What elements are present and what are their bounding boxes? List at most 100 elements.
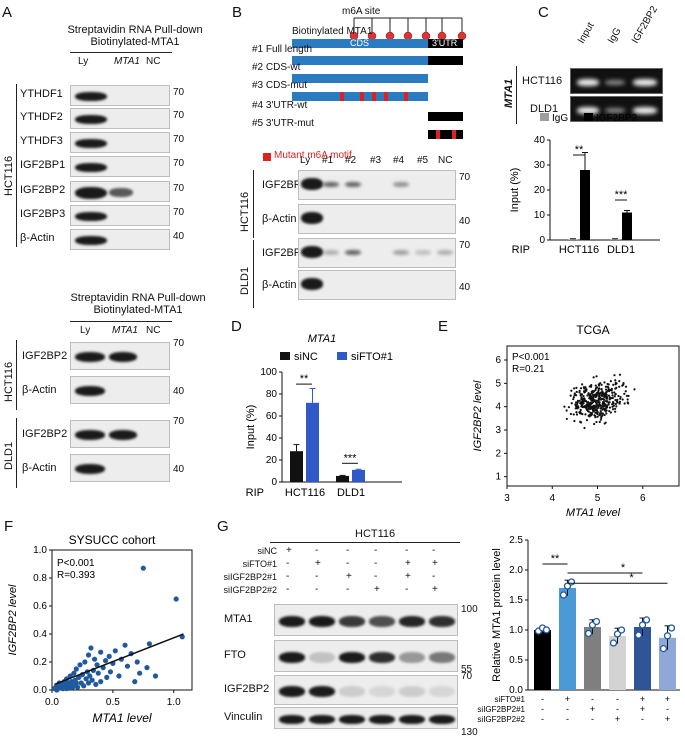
g-treat-sign: - bbox=[374, 558, 378, 569]
e-point bbox=[597, 390, 600, 394]
e-point bbox=[581, 405, 584, 408]
g-bar-treat-sign: - bbox=[666, 704, 669, 714]
b-band bbox=[301, 212, 323, 224]
c-y-tick-label: 40 bbox=[534, 135, 546, 146]
g-band bbox=[279, 615, 305, 627]
g-treat-sign: - bbox=[346, 584, 350, 595]
b-mut-site bbox=[436, 130, 440, 139]
a-bottom-band bbox=[75, 430, 105, 440]
f-point bbox=[146, 641, 152, 647]
b-construct-bar bbox=[428, 112, 463, 121]
g-bar-treat-sign: - bbox=[591, 694, 594, 704]
a-bottom-lane-mta1: MTA1 bbox=[112, 325, 138, 336]
c-y-tick-label: 10 bbox=[534, 210, 546, 221]
e-point bbox=[623, 402, 626, 405]
d-y-tick-label: 40 bbox=[266, 433, 278, 444]
d-y-tick-label: 60 bbox=[266, 411, 278, 422]
g-band bbox=[399, 714, 425, 724]
d-legend-swatch-sinc bbox=[280, 352, 290, 360]
e-point bbox=[583, 390, 587, 394]
b-mut-site bbox=[372, 92, 376, 101]
b-mut-site bbox=[340, 92, 344, 101]
g-bar-treat-sign: + bbox=[640, 694, 645, 704]
b-band bbox=[393, 181, 409, 187]
e-point bbox=[625, 394, 629, 397]
b-band bbox=[323, 181, 339, 187]
a-top-blot bbox=[70, 108, 170, 129]
e-point bbox=[597, 404, 600, 408]
e-point bbox=[591, 409, 595, 412]
f-y-label: IGF2BP2 level bbox=[7, 584, 19, 655]
e-point bbox=[604, 407, 607, 410]
c-x-tick-label: DLD1 bbox=[607, 244, 635, 256]
c-gel-lane-label: IGF2BP2 bbox=[630, 4, 661, 46]
e-point bbox=[598, 420, 601, 424]
e-point bbox=[612, 383, 615, 386]
e-x-label: MTA1 level bbox=[566, 507, 621, 519]
e-point bbox=[627, 394, 630, 398]
g-replicate-dot bbox=[559, 591, 568, 599]
e-point bbox=[604, 403, 607, 406]
a-top-band bbox=[75, 186, 107, 199]
b-blot bbox=[298, 270, 456, 300]
a-top-title-line2: Biotinylated-MTA1 bbox=[90, 36, 180, 48]
d-y-label: Input (%) bbox=[245, 405, 257, 450]
e-point bbox=[597, 397, 600, 400]
e-point bbox=[598, 412, 602, 415]
e-point bbox=[614, 398, 617, 402]
f-stat-p: P<0.001 bbox=[57, 558, 95, 569]
c-bar bbox=[580, 170, 590, 240]
f-point bbox=[98, 679, 104, 685]
a-top-blot bbox=[70, 85, 170, 106]
g-treat-sign: - bbox=[286, 584, 290, 595]
b-lane-label: #1 bbox=[322, 155, 334, 166]
e-point bbox=[590, 384, 593, 387]
e-point bbox=[594, 399, 597, 402]
b-band bbox=[301, 278, 323, 290]
e-x-tick-label: 5 bbox=[595, 493, 601, 504]
f-point bbox=[144, 665, 150, 671]
c-gel-lane-label: Input bbox=[576, 20, 597, 46]
e-y-tick-label: 2 bbox=[495, 448, 501, 459]
e-point bbox=[615, 386, 618, 389]
e-point bbox=[586, 394, 589, 397]
g-replicate-dot bbox=[567, 578, 576, 586]
g-band bbox=[309, 651, 335, 663]
g-bar-treat-label: siIGF2BP2#1 bbox=[477, 705, 525, 714]
f-scatter: SYSUCC cohort 0.0 0.5 1.0 0.0 0.2 0.4 0.6 0.8 1.0… bbox=[7, 533, 193, 725]
g-band bbox=[339, 685, 365, 697]
e-point bbox=[603, 395, 606, 398]
e-point bbox=[575, 401, 578, 404]
c-bar bbox=[610, 239, 620, 240]
b-lane-label: #4 bbox=[393, 155, 405, 166]
f-frame bbox=[51, 549, 193, 691]
b-row-mw: 70 bbox=[459, 240, 471, 251]
b-construct-bar bbox=[292, 56, 428, 65]
e-point bbox=[614, 407, 617, 410]
a-top-row-label: YTHDF1 bbox=[20, 88, 63, 100]
g-sig-label: * bbox=[629, 572, 634, 584]
a-bottom-title-line2: Biotinylated-MTA1 bbox=[93, 304, 183, 316]
e-stat-p: P<0.001 bbox=[512, 352, 550, 363]
a-bottom-band bbox=[109, 430, 137, 440]
d-bar-chart: MTA1 siNC siFTO#1 0 20 40 60 80 100 Input (%) HCT1… bbox=[245, 333, 402, 499]
e-point bbox=[601, 412, 605, 415]
e-point bbox=[602, 404, 605, 408]
f-point bbox=[85, 680, 92, 686]
c-y-tick-label: 30 bbox=[534, 160, 546, 171]
e-point bbox=[594, 405, 598, 408]
a-top-lane-nc: NC bbox=[146, 56, 161, 67]
g-band bbox=[279, 651, 305, 663]
a-top-row-mw: 70 bbox=[173, 158, 185, 169]
panel-label-f: F bbox=[4, 518, 14, 535]
b-construct-label: #5 3'UTR-mut bbox=[252, 118, 314, 129]
a-top-band bbox=[75, 115, 107, 124]
e-point bbox=[597, 383, 600, 386]
e-point bbox=[633, 388, 636, 391]
e-y-label: IGF2BP2 level bbox=[472, 380, 484, 451]
c-legend-swatch-igg bbox=[540, 113, 549, 121]
e-point bbox=[586, 401, 589, 404]
e-point bbox=[573, 387, 576, 390]
c-x-label: RIP bbox=[512, 244, 530, 256]
e-y-tick-label: 3 bbox=[495, 425, 501, 436]
